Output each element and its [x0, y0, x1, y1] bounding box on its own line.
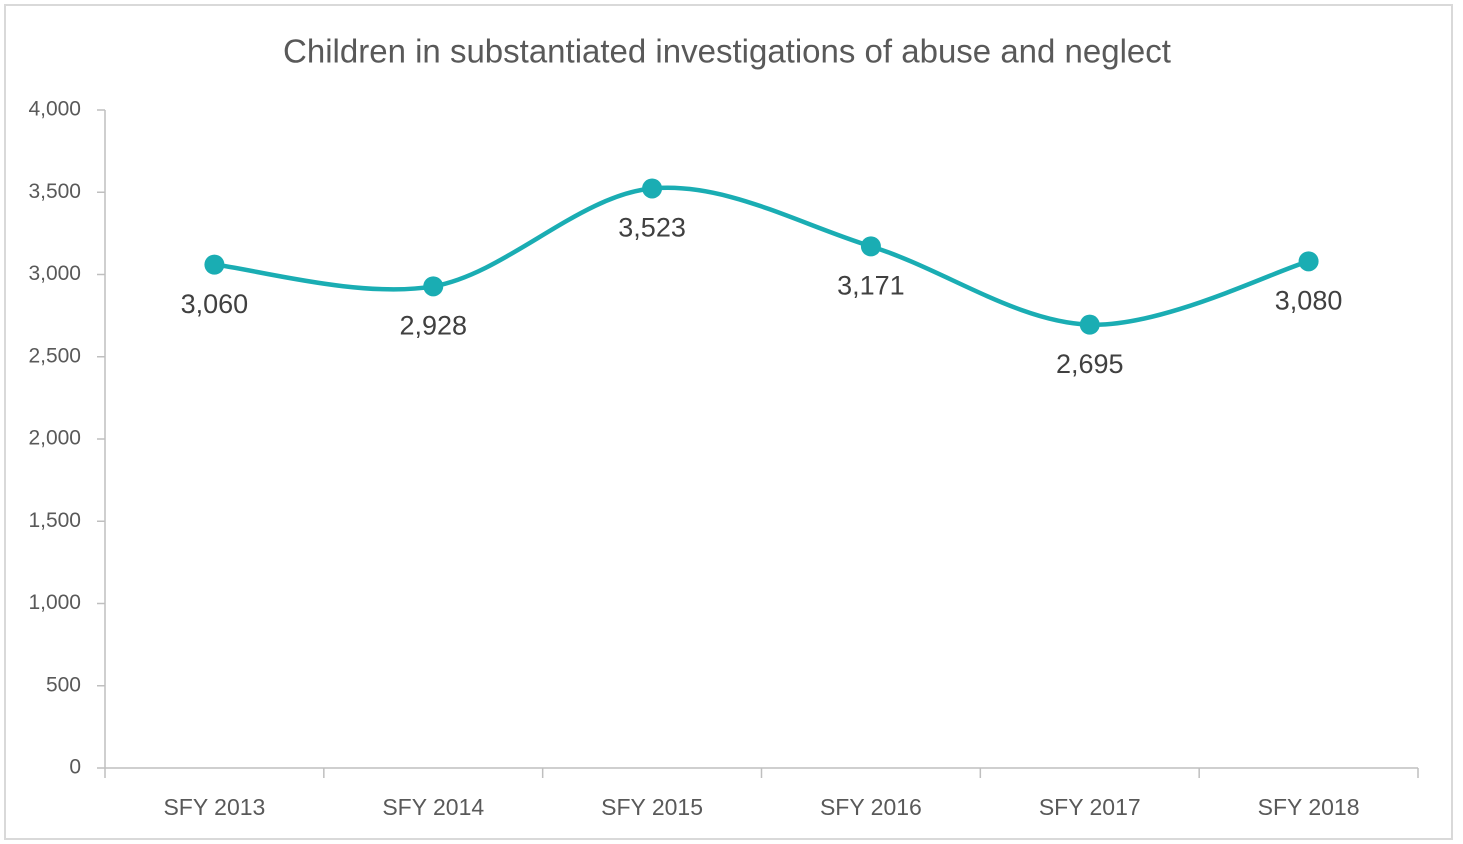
marker — [642, 178, 663, 199]
y-tick-label: 4,000 — [28, 98, 81, 121]
y-tick-label: 1,000 — [28, 591, 81, 614]
marker — [860, 236, 881, 257]
data-label: 3,060 — [181, 289, 249, 319]
data-label: 2,928 — [399, 310, 467, 340]
marker — [204, 254, 225, 275]
y-tick-label: 500 — [46, 673, 81, 696]
marker — [1079, 314, 1100, 335]
y-tick-label: 3,000 — [28, 262, 81, 285]
x-tick-label: SFY 2017 — [1039, 794, 1141, 820]
marker — [423, 276, 444, 297]
y-tick-label: 2,500 — [28, 344, 81, 367]
y-tick-label: 1,500 — [28, 509, 81, 532]
x-tick-label: SFY 2018 — [1258, 794, 1360, 820]
line — [214, 185, 1310, 327]
data-label: 2,695 — [1056, 349, 1124, 379]
chart-title: Children in substantiated investigations… — [283, 33, 1171, 70]
data-label: 3,080 — [1275, 285, 1343, 315]
marker — [1298, 251, 1319, 272]
chart-border — [4, 4, 1453, 840]
x-tick-label: SFY 2015 — [601, 794, 703, 820]
x-tick-label: SFY 2014 — [382, 794, 484, 820]
data-label: 3,171 — [837, 270, 905, 300]
x-tick-label: SFY 2016 — [820, 794, 922, 820]
y-tick-label: 2,000 — [28, 427, 81, 450]
x-tick-label: SFY 2013 — [163, 794, 265, 820]
data-label: 3,523 — [618, 213, 686, 243]
y-tick-label: 0 — [69, 756, 81, 779]
y-tick-label: 3,500 — [28, 180, 81, 203]
